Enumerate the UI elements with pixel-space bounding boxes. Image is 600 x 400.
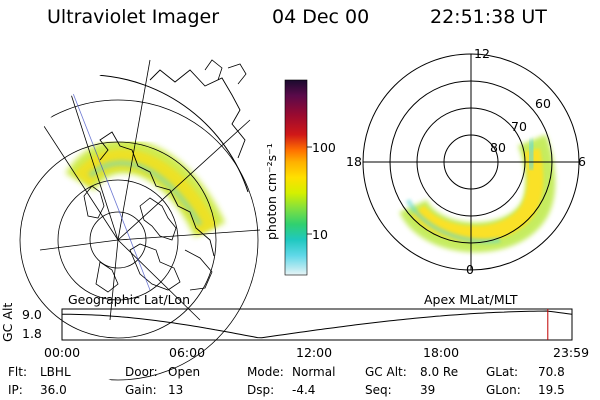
timeline-ymax-label: 9.0 (22, 307, 42, 322)
glon-value: 19.5 (538, 383, 565, 397)
geo-map-content (13, 59, 261, 381)
glat-value: 70.8 (538, 365, 565, 379)
colorbar-gradient (284, 79, 308, 276)
glat-label: GLat: (486, 365, 519, 379)
colorbar-tick-label-100: 100 (312, 140, 336, 155)
mlt-label-12: 12 (474, 46, 490, 61)
door-label: Door: (125, 365, 158, 379)
seq-label: Seq: (365, 383, 392, 397)
coastline-scandinavia (99, 131, 215, 257)
gain-label: Gain: (125, 383, 157, 397)
timeline-tick-0000: 00:00 (44, 345, 81, 360)
coastline-north (149, 69, 246, 159)
mlt-label-0: 0 (466, 262, 474, 277)
time-label: 22:51:38 UT (430, 6, 547, 28)
door-value: Open (168, 365, 201, 379)
colorbar-tick-label-10: 10 (312, 227, 328, 242)
timeline-tick-1800: 18:00 (423, 345, 460, 360)
colorbar (284, 79, 312, 276)
flt-label: Flt: (8, 365, 27, 379)
mlat-label-60: 60 (535, 96, 551, 111)
timeline-tick-0600: 06:00 (169, 345, 206, 360)
polar-aurora-core (411, 148, 544, 242)
gcalt-value: 8.0 Re (420, 365, 459, 379)
timeline-tick-2359: 23:59 (553, 345, 590, 360)
geo-panel-caption: Geographic Lat/Lon (68, 292, 190, 307)
dsp-label: Dsp: (247, 383, 275, 397)
gcalt-label: GC Alt: (365, 365, 407, 379)
mlt-label-18: 18 (346, 154, 362, 169)
ip-value: 36.0 (40, 383, 67, 397)
dsp-value: -4.4 (292, 383, 316, 397)
date-label: 04 Dec 00 (272, 6, 370, 28)
flt-value: LBHL (40, 365, 71, 379)
gain-value: 13 (168, 383, 184, 397)
geo-aurora-core (73, 149, 217, 235)
mlat-label-80: 80 (490, 140, 506, 155)
timeline-tick-1200: 12:00 (296, 345, 333, 360)
mode-value: Normal (292, 365, 336, 379)
seq-value: 39 (420, 383, 436, 397)
timeline-frame (61, 308, 573, 341)
mlat-label-70: 70 (511, 119, 527, 134)
mode-label: Mode: (247, 365, 284, 379)
mlt-label-6: 6 (578, 154, 586, 169)
instrument-title: Ultraviolet Imager (47, 6, 220, 28)
timeline-ymin-label: 1.8 (22, 326, 42, 341)
glon-label: GLon: (486, 383, 521, 397)
ip-label: IP: (8, 383, 23, 397)
gc-altitude-curve (62, 310, 573, 339)
polar-panel-caption: Apex MLat/MLT (424, 292, 518, 307)
